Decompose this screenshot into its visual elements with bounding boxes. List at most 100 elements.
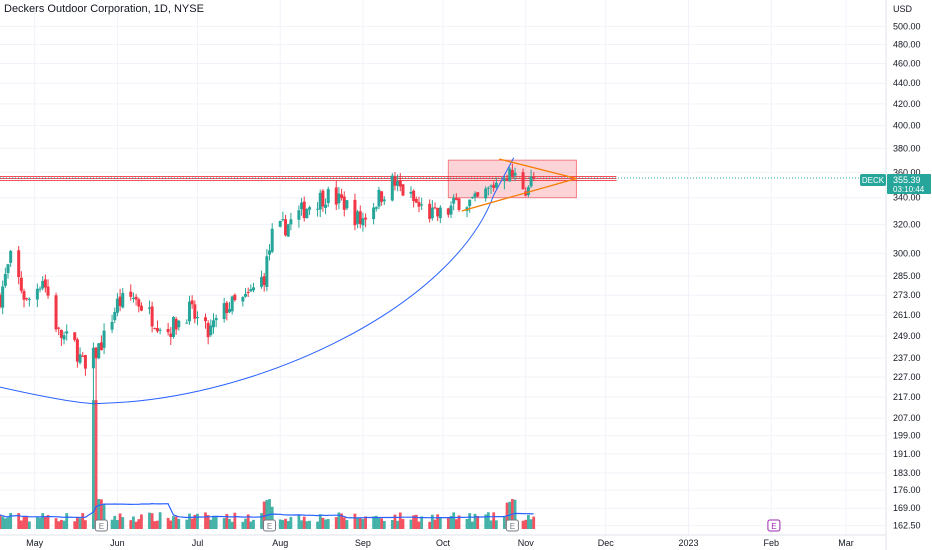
volume-bar bbox=[156, 520, 159, 529]
candle-body bbox=[521, 172, 525, 190]
candle-body bbox=[454, 198, 458, 201]
candles bbox=[0, 163, 536, 406]
y-tick-label: 217.00 bbox=[893, 392, 921, 402]
candle-body bbox=[185, 322, 189, 324]
volume-bar bbox=[342, 517, 346, 529]
price-badge[interactable]: DECK 355.39 03:10:44 bbox=[860, 174, 931, 194]
volume-bar bbox=[246, 514, 250, 529]
volume-bar bbox=[17, 513, 21, 529]
candle-body bbox=[150, 306, 154, 327]
x-tick-label: Sep bbox=[355, 538, 371, 548]
candle-body bbox=[187, 301, 191, 322]
candle-body bbox=[300, 202, 304, 210]
cup-curve[interactable] bbox=[0, 157, 515, 405]
volume-bar bbox=[502, 516, 506, 529]
candle-body bbox=[113, 311, 117, 321]
candle-body bbox=[318, 192, 322, 210]
candle-body bbox=[409, 191, 413, 194]
volume-bar bbox=[398, 512, 402, 529]
y-tick-label: 162.50 bbox=[893, 521, 921, 531]
candle-body bbox=[57, 327, 61, 329]
candle-body bbox=[1, 286, 5, 308]
candle-body bbox=[508, 168, 512, 182]
candle-body bbox=[342, 196, 346, 210]
volume-bar bbox=[262, 501, 266, 529]
candle-body bbox=[155, 328, 159, 332]
candle-body bbox=[377, 189, 381, 207]
y-tick-label: 227.00 bbox=[893, 372, 921, 382]
volume-bar bbox=[289, 516, 293, 529]
y-tick-label: 237.00 bbox=[893, 353, 921, 363]
volume-bar bbox=[486, 512, 490, 529]
volume-bar bbox=[110, 519, 114, 529]
volume-bar bbox=[188, 513, 191, 529]
volume-bar bbox=[118, 513, 122, 529]
candle-body bbox=[241, 297, 245, 302]
candle-body bbox=[430, 207, 434, 219]
candle-body bbox=[449, 205, 453, 215]
candle-body bbox=[137, 299, 141, 307]
earnings-marker-box bbox=[767, 519, 781, 532]
candle-body bbox=[118, 296, 122, 307]
candle-body bbox=[209, 325, 213, 336]
candle-body bbox=[278, 220, 282, 227]
candle-body bbox=[9, 250, 13, 263]
x-tick-label: Feb bbox=[763, 538, 779, 548]
triangle-lower-line bbox=[461, 177, 577, 212]
candle-body bbox=[54, 295, 58, 330]
volume-bar bbox=[228, 518, 231, 529]
volume-bar bbox=[409, 519, 413, 529]
volume-bar bbox=[260, 513, 263, 529]
candle-body bbox=[374, 207, 378, 209]
candle-body bbox=[364, 217, 368, 220]
volume-bar bbox=[468, 513, 472, 529]
y-tick-label: 500.00 bbox=[893, 21, 921, 31]
candle-body bbox=[121, 292, 125, 308]
volume-bar bbox=[286, 521, 290, 529]
volume-bar bbox=[38, 517, 42, 529]
candle-body bbox=[222, 303, 226, 320]
volume-bar bbox=[401, 518, 405, 529]
candle-body bbox=[62, 335, 66, 340]
x-tick-label: May bbox=[26, 538, 44, 548]
y-tick-label: 191.00 bbox=[893, 449, 921, 459]
volume-bar bbox=[54, 518, 58, 529]
price-axis-bg[interactable] bbox=[886, 0, 932, 550]
candle-body bbox=[484, 188, 488, 199]
candle-body bbox=[27, 298, 31, 300]
candle-body bbox=[244, 293, 248, 297]
volume-bar bbox=[166, 517, 170, 529]
candle-body bbox=[532, 176, 536, 178]
candle-body bbox=[228, 309, 232, 313]
candle-body bbox=[230, 296, 234, 312]
volume-bar bbox=[265, 499, 269, 529]
candle-body bbox=[3, 273, 7, 286]
volume-bar bbox=[185, 519, 189, 529]
candle-body bbox=[326, 189, 330, 204]
y-tick-label: 420.00 bbox=[893, 99, 921, 109]
y-tick-label: 360.00 bbox=[893, 167, 921, 177]
triangle-pattern[interactable] bbox=[461, 158, 577, 212]
candle-body bbox=[233, 294, 237, 301]
volume-bar bbox=[297, 514, 301, 529]
candle-body bbox=[446, 208, 450, 215]
candle-body bbox=[324, 204, 328, 208]
earnings-marker-box bbox=[94, 519, 108, 532]
volume-bar bbox=[396, 520, 400, 529]
volume-bar bbox=[470, 521, 474, 529]
volume-bar bbox=[377, 518, 381, 529]
volume-moving-average bbox=[0, 502, 534, 519]
candle-body bbox=[166, 328, 170, 333]
candle-body bbox=[492, 184, 496, 188]
candle-body bbox=[177, 320, 181, 328]
y-tick-label: 207.00 bbox=[893, 413, 921, 423]
volume-bar bbox=[27, 521, 31, 529]
volume-bar bbox=[532, 516, 536, 529]
volume-bar bbox=[382, 521, 386, 529]
earnings-marker-label: E bbox=[99, 522, 104, 531]
candle-body bbox=[43, 279, 47, 288]
candle-body bbox=[412, 190, 416, 201]
candle-body bbox=[115, 298, 119, 313]
